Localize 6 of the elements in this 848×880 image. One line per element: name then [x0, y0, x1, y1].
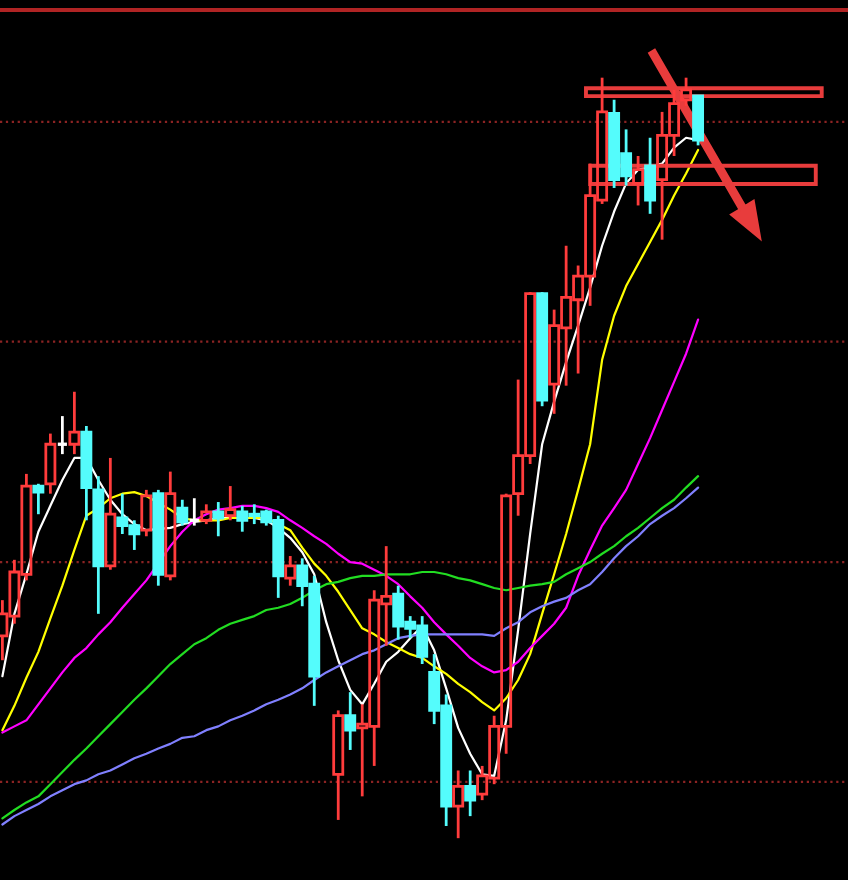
candlestick: [464, 769, 477, 818]
candlestick: [44, 432, 57, 496]
candlestick: [452, 769, 465, 840]
candlestick: [284, 554, 297, 588]
candlestick: [212, 500, 225, 538]
candlestick: [344, 690, 357, 752]
